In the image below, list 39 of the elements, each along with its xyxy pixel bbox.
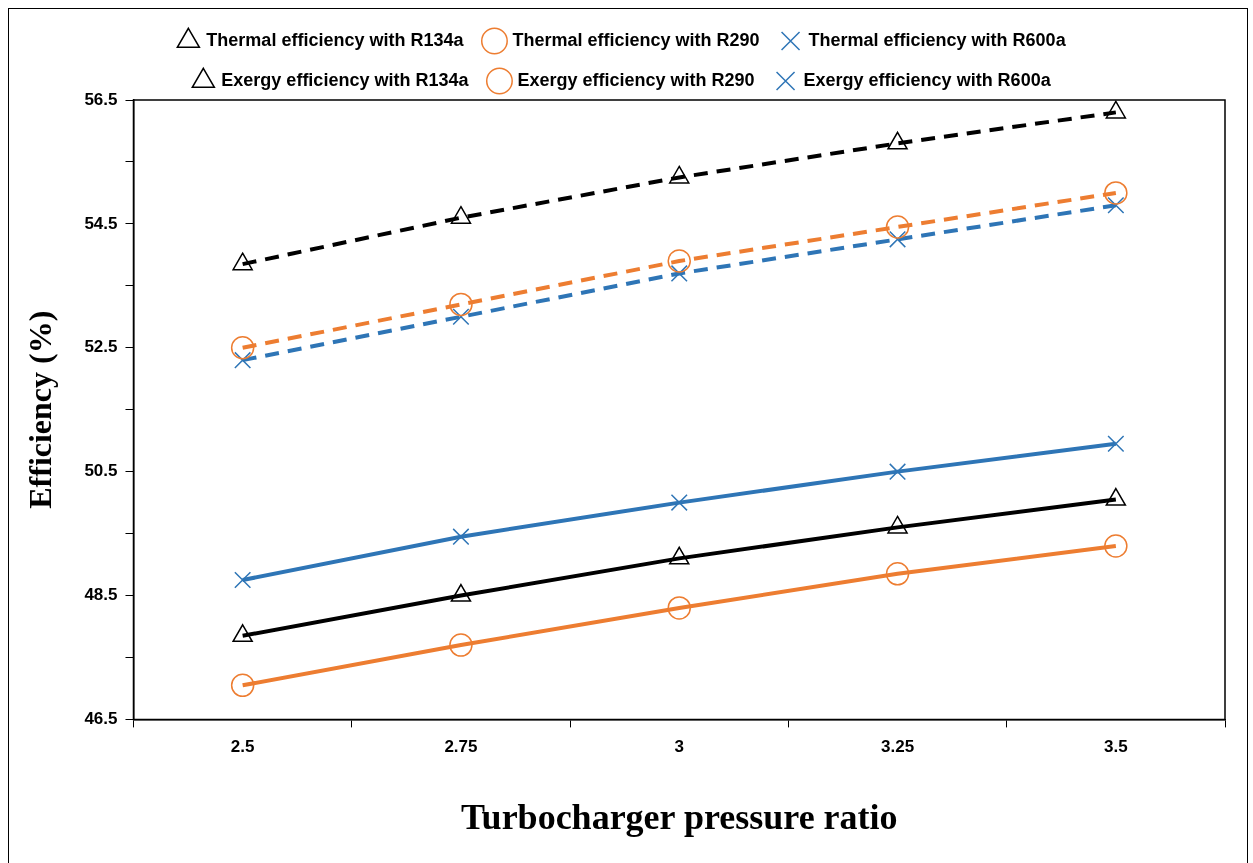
x-axis-title: Turbocharger pressure ratio — [460, 796, 898, 837]
point — [885, 215, 910, 239]
point — [449, 292, 473, 317]
point — [234, 571, 252, 589]
point — [889, 230, 907, 248]
point — [230, 336, 255, 360]
legend-label: Thermal efficiency with R600a — [808, 29, 1067, 50]
point — [889, 463, 907, 481]
legend-label: Exergy efficiency with R290 — [517, 69, 755, 90]
point — [670, 494, 688, 512]
y-axis-title: Efficiency (%) — [22, 310, 59, 509]
point — [452, 528, 470, 546]
point — [670, 264, 688, 282]
point — [234, 351, 252, 369]
point — [1107, 196, 1125, 214]
legend-label: Thermal efficiency with R134a — [206, 29, 465, 50]
y-tick-label: 48.5 — [84, 585, 118, 605]
x-tick-label: 3.5 — [1104, 737, 1128, 757]
y-tick-label: 54.5 — [84, 213, 118, 233]
point — [452, 308, 470, 326]
y-tick-label: 56.5 — [84, 89, 118, 109]
legend-label: Exergy efficiency with R134a — [221, 69, 470, 90]
y-tick-label: 46.5 — [84, 709, 118, 729]
x-tick-label: 3 — [674, 737, 684, 757]
point — [667, 249, 691, 273]
point — [1104, 181, 1128, 205]
point — [1104, 534, 1128, 558]
y-tick-label: 52.5 — [84, 337, 118, 357]
x-tick-label: 2.75 — [444, 737, 478, 757]
point — [230, 673, 255, 698]
y-tick-label: 50.5 — [84, 461, 118, 481]
point — [667, 596, 691, 620]
point — [885, 562, 910, 586]
legend-label: Thermal efficiency with R290 — [512, 29, 760, 50]
point — [449, 633, 473, 657]
x-tick-label: 3.25 — [881, 737, 915, 757]
x-tick-label: 2.5 — [230, 737, 255, 757]
point — [1107, 435, 1125, 453]
legend-label: Exergy efficiency with R600a — [803, 69, 1052, 90]
